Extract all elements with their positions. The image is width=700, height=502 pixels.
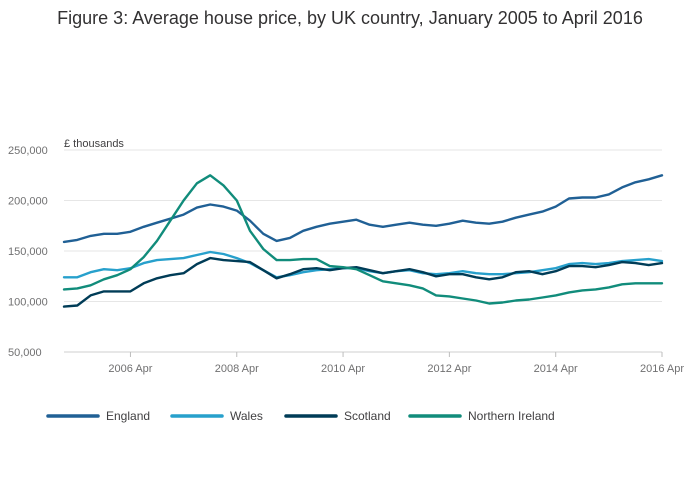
legend-label: Northern Ireland <box>468 409 555 423</box>
legend-item-england[interactable]: England <box>46 409 150 423</box>
x-tick-label: 2006 Apr <box>108 363 152 375</box>
legend-label: Scotland <box>344 409 391 423</box>
legend-item-scotland[interactable]: Scotland <box>284 409 391 423</box>
y-axis-unit-label: £ thousands <box>64 138 124 150</box>
x-axis-ticks: 2006 Apr 2008 Apr 2010 Apr 2012 Apr 2014 Apr… <box>108 352 684 375</box>
x-tick-label: 2012 Apr <box>427 363 471 375</box>
series-line-northern-ireland <box>62 174 664 305</box>
legend-item-northern-ireland[interactable]: Northern Ireland <box>408 409 555 423</box>
y-tick-label: 100,000 <box>8 297 48 309</box>
x-tick-label: 2008 Apr <box>215 363 259 375</box>
y-tick-label: 200,000 <box>8 196 48 208</box>
y-tick-label: 150,000 <box>8 246 48 258</box>
y-axis-ticks: 50,000 100,000 150,000 200,000 250,000 <box>8 145 48 359</box>
legend-item-wales[interactable]: Wales <box>170 409 263 423</box>
legend-label: England <box>106 409 150 423</box>
series-lines <box>62 174 664 308</box>
legend-label: Wales <box>230 409 263 423</box>
chart-title: Figure 3: Average house price, by UK cou… <box>57 8 643 28</box>
series-line-england <box>62 174 664 244</box>
x-tick-label: 2014 Apr <box>534 363 578 375</box>
y-tick-label: 50,000 <box>8 347 42 359</box>
x-tick-label: 2016 Apr <box>640 363 684 375</box>
y-tick-label: 250,000 <box>8 145 48 157</box>
legend: England Wales Scotland Northern Ireland <box>46 409 555 423</box>
gridlines <box>64 149 662 353</box>
x-tick-label: 2010 Apr <box>321 363 365 375</box>
series-line-scotland <box>62 256 664 308</box>
